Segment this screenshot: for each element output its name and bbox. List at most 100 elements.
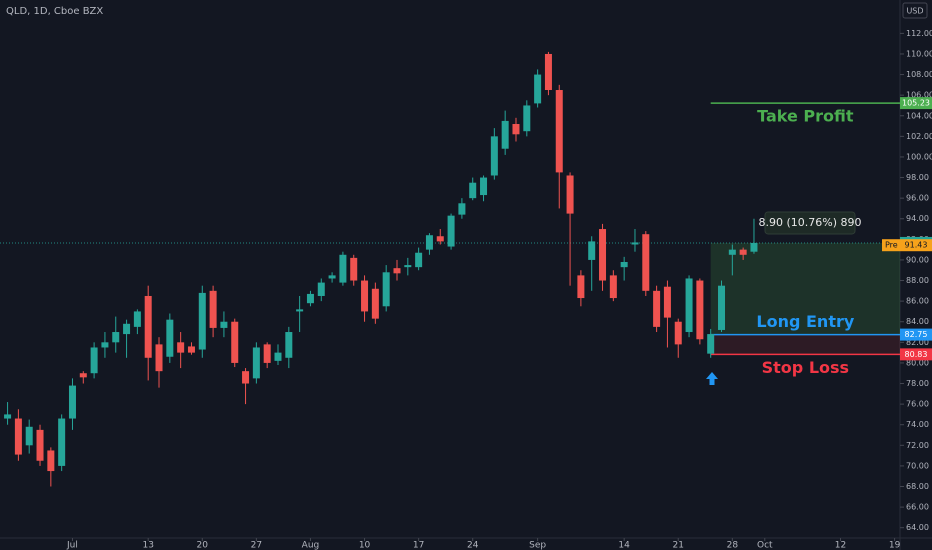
- stats-box: [764, 211, 856, 235]
- chart-title: QLD, 1D, Cboe BZX: [6, 6, 103, 17]
- candle-body: [544, 53, 552, 91]
- candle-body: [404, 265, 412, 268]
- stats-label: 8.90 (10.76%) 890: [758, 216, 861, 229]
- candle-body: [198, 292, 206, 350]
- candle-body: [68, 385, 76, 419]
- candle-body: [707, 334, 715, 354]
- candle-body: [577, 275, 585, 299]
- candle-body: [101, 342, 109, 348]
- y-tick-label: 80.00: [906, 358, 929, 367]
- candle-body: [47, 450, 55, 472]
- candle-body: [242, 371, 250, 384]
- candle-body: [177, 342, 185, 353]
- candle-body: [317, 282, 325, 296]
- candle-body: [187, 346, 195, 353]
- candle-body: [155, 344, 163, 372]
- candle-body: [685, 278, 693, 333]
- candle-body: [609, 275, 617, 299]
- candle-body: [480, 177, 488, 196]
- candle-body: [393, 268, 401, 274]
- candle-body: [36, 429, 44, 461]
- y-tick-label: 108.00: [906, 70, 932, 79]
- candle-body: [415, 252, 423, 268]
- candle-body: [382, 272, 390, 307]
- y-tick-label: 110.00: [906, 49, 932, 58]
- candle-body: [306, 293, 314, 304]
- x-tick-label: 20: [197, 541, 209, 550]
- candle-body: [534, 74, 542, 104]
- y-tick-label: 82.00: [906, 338, 929, 347]
- stop-loss-tag-label: 80.83: [905, 350, 928, 359]
- candle-body: [739, 249, 747, 255]
- take-profit-label: Take Profit: [757, 107, 854, 126]
- candle-body: [447, 215, 455, 247]
- y-tick-label: 72.00: [906, 441, 929, 450]
- y-tick-label: 100.00: [906, 152, 932, 161]
- x-tick-label: Oct: [757, 541, 773, 550]
- candle-body: [328, 275, 336, 279]
- candle-body: [501, 120, 509, 149]
- candle-body: [523, 105, 531, 132]
- y-tick-label: 98.00: [906, 173, 929, 182]
- candle-body: [4, 414, 12, 419]
- candle-body: [674, 321, 682, 345]
- candle-body: [285, 332, 293, 358]
- x-tick-label: Jul: [66, 541, 78, 550]
- candle-body: [90, 347, 98, 374]
- y-tick-label: 78.00: [906, 379, 929, 388]
- candle-body: [599, 229, 607, 281]
- y-tick-label: 74.00: [906, 420, 929, 429]
- y-tick-label: 76.00: [906, 400, 929, 409]
- x-tick-label: 24: [467, 541, 479, 550]
- y-tick-label: 106.00: [906, 91, 932, 100]
- x-tick-label: 28: [727, 541, 739, 550]
- x-tick-label: 14: [618, 541, 630, 550]
- candle-body: [631, 242, 639, 245]
- x-tick-label: 21: [673, 541, 684, 550]
- candle-body: [642, 234, 650, 291]
- y-tick-label: 66.00: [906, 503, 929, 512]
- candle-body: [469, 182, 477, 199]
- y-tick-label: 94.00: [906, 214, 929, 223]
- candle-body: [350, 257, 358, 281]
- candle-body: [588, 241, 596, 260]
- x-tick-label: 12: [835, 541, 846, 550]
- candle-body: [79, 373, 87, 378]
- candle-body: [653, 290, 661, 327]
- candle-body: [696, 280, 704, 340]
- x-tick-label: 19: [889, 541, 901, 550]
- candle-body: [458, 203, 466, 215]
- currency-box: [902, 2, 928, 19]
- candle-body: [231, 321, 239, 363]
- candle-body: [123, 323, 131, 335]
- pre-market-tag: [882, 239, 932, 252]
- x-tick-label: Aug: [302, 541, 320, 550]
- long-entry-tag-label: 82.75: [905, 330, 928, 339]
- y-tick-label: 64.00: [906, 523, 929, 532]
- y-tick-label: 70.00: [906, 461, 929, 470]
- take-profit-tag: [900, 97, 932, 110]
- x-tick-label: 17: [413, 541, 424, 550]
- stop-loss-label: Stop Loss: [762, 358, 849, 377]
- candle-body: [209, 290, 217, 328]
- candle-body: [166, 319, 174, 357]
- candle-body: [663, 286, 671, 318]
- pre-market-value: 91.43: [905, 241, 928, 250]
- take-profit-tag-label: 105.23: [902, 99, 930, 108]
- y-tick-label: 112.00: [906, 29, 932, 38]
- x-tick-label: 13: [142, 541, 153, 550]
- candle-body: [339, 254, 347, 283]
- candle-body: [252, 347, 260, 379]
- candle-body: [58, 418, 66, 466]
- candle-body: [620, 261, 628, 268]
- x-tick-label: 10: [359, 541, 371, 550]
- candle-body: [728, 249, 736, 255]
- stop-loss-tag: [900, 348, 932, 361]
- candle-body: [274, 352, 282, 361]
- candle-body: [490, 136, 498, 176]
- candle-body: [512, 123, 520, 135]
- y-tick-label: 90.00: [906, 255, 929, 264]
- y-tick-label: 86.00: [906, 297, 929, 306]
